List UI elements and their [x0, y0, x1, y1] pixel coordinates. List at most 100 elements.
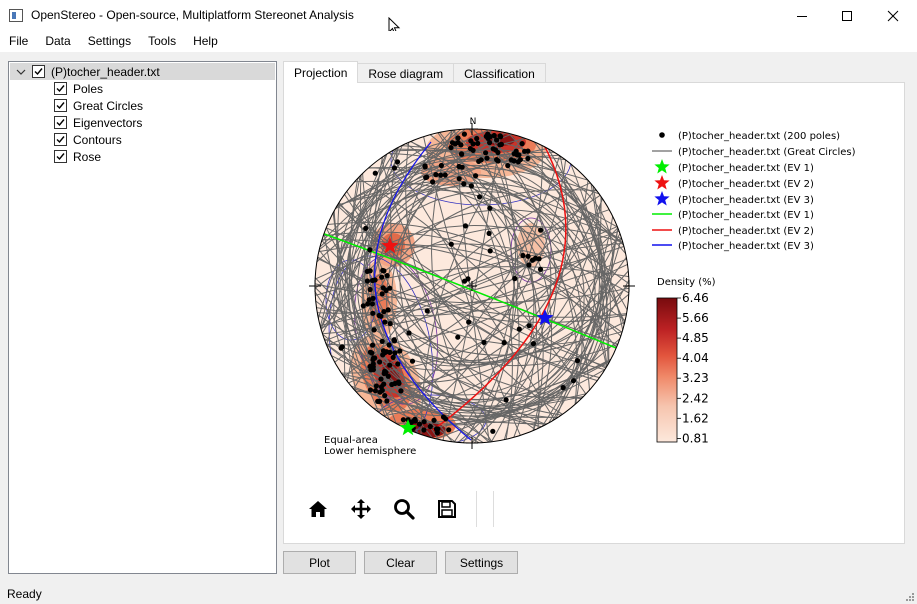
pole-marker [461, 278, 468, 284]
check-icon [34, 68, 43, 76]
pole-marker [392, 350, 398, 356]
chevron-down-icon[interactable] [10, 68, 32, 76]
pole-marker [400, 417, 406, 423]
settings-button[interactable]: Settings [445, 551, 518, 574]
great-circle-arc [457, 129, 552, 443]
tab-projection[interactable]: Projection [283, 61, 359, 83]
projection-note-2: Lower hemisphere [324, 446, 416, 457]
tab-rose-diagram[interactable]: Rose diagram [357, 63, 455, 83]
great-circle-arc [378, 159, 567, 413]
great-circle-arc [383, 156, 568, 417]
great-circle-arc [315, 270, 629, 362]
pole-marker [570, 378, 577, 384]
pole-marker [379, 338, 385, 344]
zoom-button[interactable] [382, 489, 425, 529]
ev3-great-circle [374, 141, 472, 441]
pole-marker [371, 327, 377, 333]
pole-marker [364, 268, 370, 274]
contours-checkbox[interactable] [54, 133, 67, 146]
density-colorbar: Density (%) 6.46 5.66 4.85 4.04 3.23 2.42 1.62… [656, 277, 716, 445]
colorbar-tick-label: 3.23 [682, 371, 709, 385]
legend-entry: (P)tocher_header.txt (Great Circles) [678, 147, 856, 158]
plot-legend: (P)tocher_header.txt (200 poles) (P)toch… [652, 131, 856, 252]
great-circle-arc [346, 151, 555, 420]
pole-marker [366, 297, 372, 303]
pole-marker [431, 417, 437, 423]
pole-marker [526, 323, 532, 329]
pole-marker [501, 340, 507, 346]
colorbar-tick-label: 4.85 [682, 331, 709, 345]
pole-marker [381, 268, 387, 274]
tab-classification[interactable]: Classification [453, 63, 546, 83]
great-circle-arc [341, 198, 604, 374]
pole-marker [370, 363, 376, 369]
menu-tools[interactable]: Tools [148, 34, 177, 48]
pole-marker [491, 132, 497, 139]
tree-item-poles[interactable]: Poles [54, 80, 103, 97]
resize-grip-icon[interactable] [905, 592, 915, 602]
ev3-star-marker [536, 309, 554, 326]
menu-file[interactable]: File [9, 34, 29, 48]
great-circle-arc [325, 227, 619, 424]
great-circle-arc [353, 182, 591, 390]
menu-data[interactable]: Data [45, 34, 71, 48]
minimize-icon [797, 15, 807, 17]
pole-marker [386, 342, 392, 348]
check-icon [56, 119, 65, 127]
pole-marker [530, 341, 537, 347]
pole-marker [382, 393, 388, 399]
status-bar: Ready [0, 584, 917, 604]
dataset-tree[interactable]: (P)tocher_header.txt Poles Great Circles… [8, 61, 277, 574]
dataset-checkbox[interactable] [32, 65, 45, 78]
pole-marker [537, 266, 544, 272]
great-circle-arc [384, 155, 561, 417]
great-circle-arc [369, 145, 542, 428]
close-button[interactable] [870, 0, 916, 31]
home-button[interactable] [296, 489, 339, 529]
pole-marker [485, 131, 491, 137]
pole-marker [494, 137, 500, 143]
pole-marker [446, 427, 452, 433]
tree-item-dataset[interactable]: (P)tocher_header.txt [10, 63, 275, 80]
tree-item-rose[interactable]: Rose [54, 148, 101, 165]
legend-ev3-star [654, 191, 670, 206]
clear-button[interactable]: Clear [364, 551, 437, 574]
close-icon [887, 10, 899, 21]
pole-marker [503, 397, 509, 403]
pole-marker [422, 163, 428, 169]
great-circle-arc [395, 148, 608, 424]
great-circle-arc [342, 196, 602, 404]
pan-button[interactable] [339, 489, 382, 529]
pole-marker [398, 388, 404, 394]
tree-item-eigenvectors[interactable]: Eigenvectors [54, 114, 142, 131]
pole-marker [421, 427, 427, 433]
pole-marker [394, 159, 401, 165]
pole-marker [468, 183, 474, 189]
menu-help[interactable]: Help [193, 34, 218, 48]
poles-checkbox[interactable] [54, 82, 67, 95]
tree-item-label: Rose [73, 149, 102, 164]
save-figure-button[interactable] [425, 489, 468, 529]
pole-marker [467, 146, 473, 152]
great-circle-arc [319, 147, 625, 327]
tree-item-contours[interactable]: Contours [54, 131, 122, 148]
rose-checkbox[interactable] [54, 150, 67, 163]
plot-button[interactable]: Plot [283, 551, 356, 574]
pole-marker [338, 345, 344, 351]
pole-marker [512, 275, 518, 282]
stereonet-plot[interactable]: N Equal-area Lower hemisphere (P)tocher_… [284, 83, 904, 488]
great-circle-arc [343, 167, 600, 379]
pole-marker [390, 354, 396, 360]
menu-settings[interactable]: Settings [87, 34, 132, 48]
pole-marker [381, 370, 387, 377]
pole-marker [560, 385, 566, 391]
minimize-button[interactable] [779, 0, 825, 31]
status-text: Ready [7, 587, 42, 601]
tree-item-great-circles[interactable]: Great Circles [54, 97, 143, 114]
great-circle-arc [442, 131, 502, 441]
great-circles-checkbox[interactable] [54, 99, 67, 112]
maximize-button[interactable] [824, 0, 870, 31]
pole-marker [455, 135, 461, 141]
pole-marker [466, 319, 472, 325]
eigenvectors-checkbox[interactable] [54, 116, 67, 129]
